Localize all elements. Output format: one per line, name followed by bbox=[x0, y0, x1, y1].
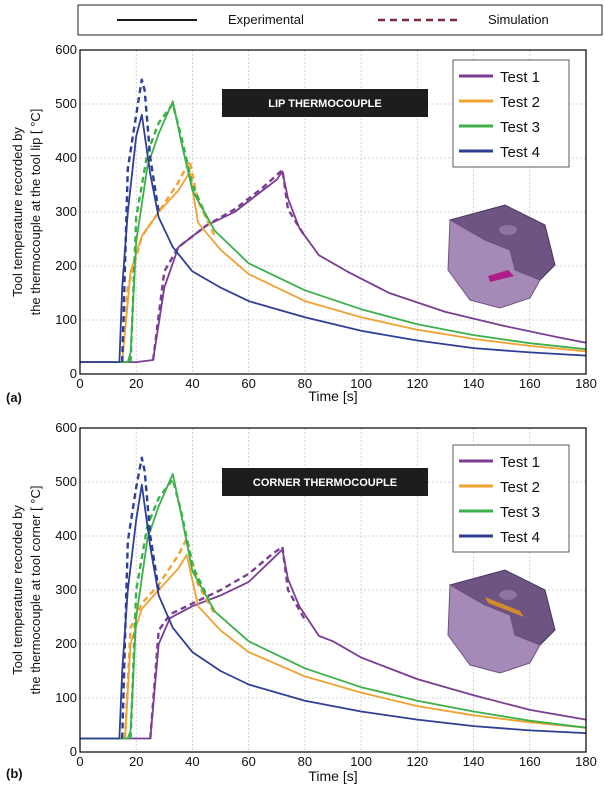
y-tick-label: 300 bbox=[55, 204, 77, 219]
annotation-text: LIP THERMOCOUPLE bbox=[268, 98, 381, 110]
y-tick-label: 400 bbox=[55, 528, 77, 543]
x-tick-label: 120 bbox=[406, 754, 428, 769]
x-tick-label: 0 bbox=[76, 754, 83, 769]
series-2-simulation-line bbox=[123, 537, 216, 739]
lip-thermocouple-mark bbox=[488, 270, 514, 282]
x-tick-label: 20 bbox=[129, 754, 143, 769]
simulation-legend-label: Simulation bbox=[488, 12, 549, 27]
x-tick-label: 60 bbox=[241, 376, 255, 391]
x-tick-label: 100 bbox=[350, 376, 372, 391]
series-1-simulation-line bbox=[149, 545, 306, 739]
y-axis-label-line1: Tool temperature recorded by bbox=[10, 505, 25, 675]
x-tick-label: 0 bbox=[76, 376, 83, 391]
y-axis-label-line1: Tool temperature recorded by bbox=[10, 127, 25, 297]
x-tick-label: 180 bbox=[575, 376, 597, 391]
x-tick-label: 40 bbox=[185, 754, 199, 769]
tool-insert-body bbox=[447, 584, 541, 674]
tool-insert-hole bbox=[499, 590, 517, 600]
x-tick-label: 100 bbox=[350, 754, 372, 769]
x-tick-label: 60 bbox=[241, 754, 255, 769]
y-tick-label: 100 bbox=[55, 690, 77, 705]
top-legend: Experimental Simulation bbox=[77, 4, 603, 36]
x-tick-label: 140 bbox=[463, 376, 485, 391]
plot-frame bbox=[79, 49, 587, 375]
y-tick-label: 400 bbox=[55, 150, 77, 165]
x-tick-label: 80 bbox=[298, 754, 312, 769]
panel-label: (b) bbox=[6, 766, 23, 781]
x-tick-label: 40 bbox=[185, 376, 199, 391]
x-tick-label: 160 bbox=[519, 754, 541, 769]
y-axis-label-line2: the thermocouple at tool corner [ °C] bbox=[28, 486, 43, 695]
series-2-simulation-line bbox=[121, 159, 216, 363]
legend-label-test-3: Test 3 bbox=[500, 119, 540, 136]
panel-b: 0 20 40 60 80 100 120 140 160 180 0 100 200 300 400 500… bbox=[6, 420, 597, 784]
corner-thermocouple-mark bbox=[485, 597, 524, 617]
series-legend: Test 1 Test 2 Test 3 Test 4 bbox=[452, 444, 570, 553]
y-tick-label: 200 bbox=[55, 636, 77, 651]
panel-label: (a) bbox=[6, 390, 22, 405]
x-tick-label: 120 bbox=[406, 376, 428, 391]
series-legend: Test 1 Test 2 Test 3 Test 4 bbox=[452, 59, 570, 168]
series-1-simulation-line bbox=[151, 168, 306, 361]
legend-label-test-4: Test 4 bbox=[500, 529, 540, 546]
y-axis-label-line2: the thermocouple at the tool lip [ °C] bbox=[28, 109, 43, 316]
series-1-experimental-line bbox=[80, 170, 587, 364]
y-tick-label: 100 bbox=[55, 312, 77, 327]
y-tick-label: 500 bbox=[55, 474, 77, 489]
y-tick-label: 0 bbox=[70, 366, 77, 381]
legend-label-test-2: Test 2 bbox=[500, 94, 540, 111]
y-tick-label: 600 bbox=[55, 420, 77, 435]
tool-insert-image bbox=[447, 569, 556, 674]
annotation-box bbox=[222, 468, 428, 496]
experimental-legend-label: Experimental bbox=[228, 12, 304, 27]
y-tick-label: 600 bbox=[55, 42, 77, 57]
series-legend-box bbox=[452, 59, 570, 168]
x-tick-label: 180 bbox=[575, 754, 597, 769]
series-3-simulation-line bbox=[129, 102, 211, 363]
y-tick-label: 200 bbox=[55, 258, 77, 273]
legend-label-test-1: Test 1 bbox=[500, 69, 540, 86]
x-tick-label: 80 bbox=[298, 376, 312, 391]
series-4-simulation-line bbox=[121, 456, 160, 739]
panel-a: 0 20 40 60 80 100 120 140 160 180 0 100 200 300 400 500… bbox=[6, 42, 597, 405]
x-axis-label: Time [s] bbox=[308, 388, 357, 404]
plot-frame bbox=[79, 427, 587, 753]
legend-label-test-3: Test 3 bbox=[500, 504, 540, 521]
tool-insert-image bbox=[447, 204, 556, 309]
y-tick-label: 0 bbox=[70, 744, 77, 759]
annotation-box bbox=[222, 89, 428, 117]
tool-insert-hole bbox=[499, 225, 517, 235]
legend-label-test-2: Test 2 bbox=[500, 479, 540, 496]
tool-insert-body bbox=[447, 219, 541, 309]
x-axis-label: Time [s] bbox=[308, 768, 357, 784]
x-tick-label: 160 bbox=[519, 376, 541, 391]
legend-label-test-4: Test 4 bbox=[500, 144, 540, 161]
series-legend-box bbox=[452, 444, 570, 553]
series-4-simulation-line bbox=[121, 78, 160, 363]
series-4-experimental-line bbox=[80, 113, 587, 364]
annotation-text: CORNER THERMOCOUPLE bbox=[253, 477, 397, 489]
x-tick-label: 20 bbox=[129, 376, 143, 391]
legend-label-test-1: Test 1 bbox=[500, 454, 540, 471]
y-tick-label: 500 bbox=[55, 96, 77, 111]
series-3-simulation-line bbox=[129, 478, 211, 739]
x-tick-label: 140 bbox=[463, 754, 485, 769]
y-tick-label: 300 bbox=[55, 582, 77, 597]
